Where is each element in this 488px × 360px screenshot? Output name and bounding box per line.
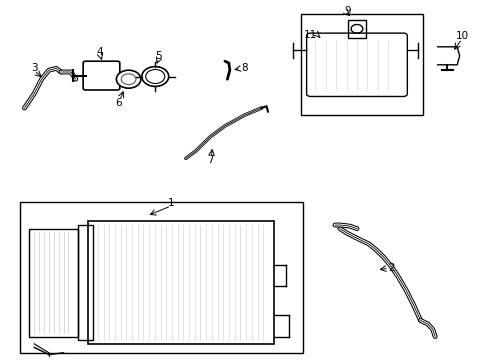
Text: 2: 2	[387, 263, 394, 273]
Text: 11: 11	[303, 30, 317, 40]
Bar	[88, 221, 273, 344]
Text: 4: 4	[97, 47, 103, 57]
Circle shape	[116, 70, 141, 88]
Text: 9: 9	[343, 6, 350, 16]
Bar	[300, 14, 422, 115]
Circle shape	[142, 67, 168, 86]
Text: 10: 10	[455, 31, 468, 41]
Bar	[29, 229, 78, 337]
Bar	[347, 20, 365, 38]
Bar	[20, 202, 303, 353]
Text: 7: 7	[206, 155, 213, 165]
Text: 3: 3	[31, 63, 38, 73]
Text: 5: 5	[155, 51, 162, 61]
Bar	[78, 225, 93, 340]
Text: 8: 8	[241, 63, 247, 73]
Text: 6: 6	[115, 98, 122, 108]
Text: 1: 1	[167, 198, 174, 208]
FancyBboxPatch shape	[83, 61, 120, 90]
